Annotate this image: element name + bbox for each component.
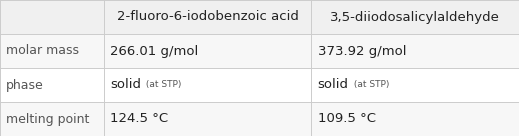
Text: 373.92 g/mol: 373.92 g/mol: [318, 44, 406, 58]
Text: solid: solid: [318, 78, 349, 92]
Text: phase: phase: [6, 78, 44, 92]
Text: 2-fluoro-6-iodobenzoic acid: 2-fluoro-6-iodobenzoic acid: [117, 10, 298, 24]
Text: 3,5-diiodosalicylaldehyde: 3,5-diiodosalicylaldehyde: [330, 10, 500, 24]
Bar: [0, 102, 519, 136]
Text: solid: solid: [110, 78, 141, 92]
Text: 266.01 g/mol: 266.01 g/mol: [110, 44, 198, 58]
Text: (at STP): (at STP): [143, 81, 182, 89]
Text: 124.5 °C: 124.5 °C: [110, 112, 168, 126]
Bar: [0, 68, 519, 102]
Text: melting point: melting point: [6, 112, 90, 126]
Text: molar mass: molar mass: [6, 44, 79, 58]
Text: 109.5 °C: 109.5 °C: [318, 112, 376, 126]
Bar: [0, 0, 519, 34]
Text: (at STP): (at STP): [351, 81, 389, 89]
Bar: [0, 34, 519, 68]
